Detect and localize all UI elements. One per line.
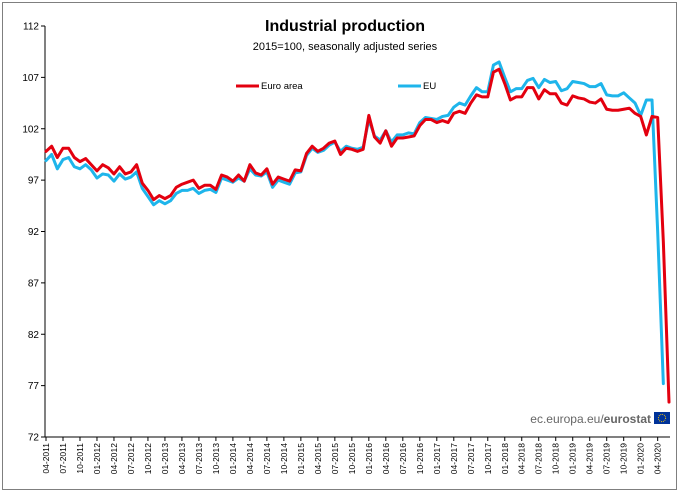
x-tick-label: 01-2020 [636, 443, 646, 474]
y-tick-label: 87 [28, 278, 40, 289]
x-tick-label: 07-2015 [330, 443, 340, 474]
x-tick-label: 01-2014 [228, 443, 238, 474]
y-tick-label: 102 [22, 124, 39, 135]
y-tick-label: 82 [28, 330, 40, 341]
x-tick-label: 04-2011 [41, 443, 51, 474]
x-tick-label: 04-2020 [653, 443, 663, 474]
x-tick-label: 07-2014 [262, 443, 272, 474]
x-tick-label: 04-2013 [177, 443, 187, 474]
x-tick-label: 07-2018 [534, 443, 544, 474]
eu-flag-icon [654, 412, 670, 424]
source-brand: eurostat [604, 412, 651, 426]
x-tick-label: 10-2018 [551, 443, 561, 474]
y-tick-label: 92 [28, 227, 40, 238]
x-tick-label: 04-2017 [449, 443, 459, 474]
x-tick-label: 04-2015 [313, 443, 323, 474]
x-tick-label: 10-2015 [347, 443, 357, 474]
y-tick-label: 97 [28, 176, 40, 187]
x-tick-label: 01-2012 [92, 443, 102, 474]
x-tick-label: 04-2014 [245, 443, 255, 474]
y-tick-label: 107 [22, 73, 39, 84]
x-tick-label: 07-2013 [194, 443, 204, 474]
chart-subtitle: 2015=100, seasonally adjusted series [253, 41, 438, 53]
series-line-euro-area [44, 67, 671, 404]
x-tick-label: 07-2016 [398, 443, 408, 474]
x-tick-label: 10-2017 [483, 443, 493, 474]
source-label: ec.europa.eu/eurostat [530, 412, 670, 426]
x-axis: 04-2011 07-2011 10-2011 01-2012 04-2012 07-20… [41, 436, 670, 474]
legend-label-eu: EU [423, 81, 436, 92]
legend-label-euro-area: Euro area [261, 81, 303, 92]
x-tick-label: 10-2016 [415, 443, 425, 474]
y-tick-label: 77 [28, 381, 40, 392]
x-tick-label: 04-2019 [585, 443, 595, 474]
x-tick-label: 01-2017 [432, 443, 442, 474]
y-tick-label: 72 [28, 433, 40, 444]
x-tick-label: 07-2011 [58, 443, 68, 474]
x-tick-label: 04-2018 [517, 443, 527, 474]
y-tick-label: 112 [23, 22, 39, 33]
x-tick-label: 04-2012 [109, 443, 119, 474]
x-tick-label: 01-2016 [364, 443, 374, 474]
x-tick-label: 10-2019 [619, 443, 629, 474]
x-tick-label: 01-2018 [500, 443, 510, 474]
x-tick-label: 01-2019 [568, 443, 578, 474]
x-tick-label: 07-2012 [126, 443, 136, 474]
chart-title: Industrial production [265, 18, 425, 35]
line-chart: Industrial production 2015=100, seasonal… [22, 18, 671, 474]
source-domain: ec.europa.eu/ [530, 412, 604, 426]
y-axis: 72 77 82 87 92 97 102 107 112 [22, 22, 46, 444]
source-text: ec.europa.eu/eurostat [530, 412, 651, 426]
legend: Euro area EU [236, 81, 436, 92]
x-tick-label: 07-2019 [602, 443, 612, 474]
series-line-eu [44, 60, 665, 386]
x-tick-label: 01-2013 [160, 443, 170, 474]
x-tick-label: 04-2016 [381, 443, 391, 474]
x-tick-label: 10-2013 [211, 443, 221, 474]
x-tick-label: 10-2014 [279, 443, 289, 474]
x-tick-label: 10-2011 [75, 443, 85, 474]
series-layer [44, 60, 671, 404]
x-tick-label: 07-2017 [466, 443, 476, 474]
x-tick-label: 01-2015 [296, 443, 306, 474]
x-tick-label: 10-2012 [143, 443, 153, 474]
